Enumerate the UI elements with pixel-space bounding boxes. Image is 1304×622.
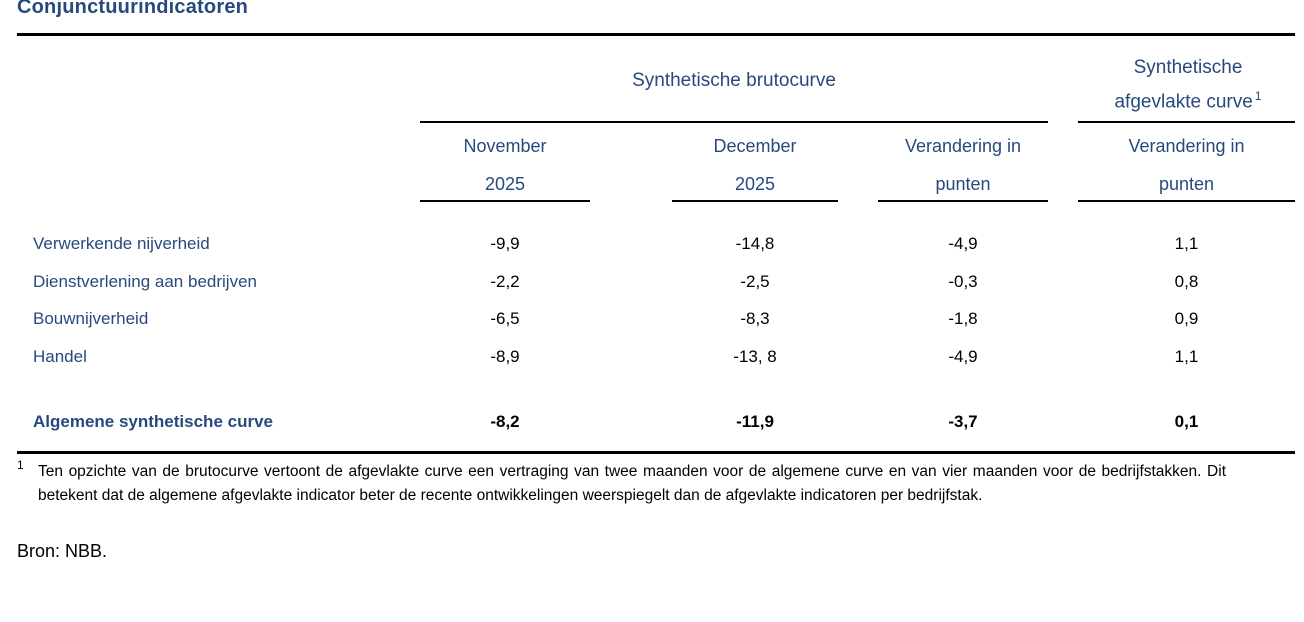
- cell-value: -2,2: [490, 272, 520, 291]
- column-header-line: November: [463, 136, 547, 156]
- cell-value: -6,5: [490, 309, 520, 328]
- table-row: Bouwnijverheid -6,5 -8,3 -1,8 0,9: [0, 309, 1304, 331]
- row-label: Verwerkende nijverheid: [33, 234, 210, 253]
- total-cell-value: -11,9: [736, 412, 774, 431]
- cell-value: -2,5: [740, 272, 770, 291]
- column-header-verandering-bruto: Verandering in punten: [878, 127, 1048, 203]
- table-row: Handel -8,9 -13, 8 -4,9 1,1: [0, 347, 1304, 369]
- column-header-line: 2025: [484, 174, 526, 194]
- brutocurve-group-rule: [420, 121, 1048, 123]
- cell-value: -8,3: [740, 309, 770, 328]
- table-row: Verwerkende nijverheid -9,9 -14,8 -4,9 1…: [0, 234, 1304, 256]
- cell-value: 0,9: [1174, 309, 1199, 328]
- group-header-afgevlakte-label: Synthetische afgevlakte curve: [1114, 57, 1253, 113]
- afgevlakte-group-rule: [1078, 121, 1295, 123]
- table-bottom-rule: [17, 451, 1295, 454]
- cell-value: -9,9: [490, 234, 520, 253]
- footnote-text: Ten opzichte van de brutocurve vertoont …: [38, 463, 1226, 504]
- row-label: Handel: [33, 347, 87, 366]
- verandering-afgevlakt-column-rule: [1078, 200, 1295, 202]
- page-title: Conjunctuurindicatoren: [17, 0, 249, 18]
- total-row-label: Algemene synthetische curve: [33, 412, 273, 431]
- column-header-line: punten: [1158, 174, 1215, 194]
- row-label: Bouwnijverheid: [33, 309, 149, 328]
- footnote-marker: 1: [17, 458, 24, 472]
- cell-value: 1,1: [1174, 234, 1199, 253]
- cell-value: -0,3: [948, 272, 978, 291]
- group-header-afgevlakte-curve: Synthetische afgevlakte curve 1: [1102, 54, 1274, 116]
- november-column-rule: [420, 200, 590, 202]
- column-header-line: Verandering in: [904, 136, 1022, 156]
- column-header-december-2025: December 2025: [672, 127, 838, 203]
- cell-value: -1,8: [948, 309, 978, 328]
- december-column-rule: [672, 200, 838, 202]
- cell-value: -14,8: [735, 234, 775, 253]
- total-cell-value: -8,2: [490, 412, 520, 431]
- verandering-bruto-column-rule: [878, 200, 1048, 202]
- table-row: Dienstverlening aan bedrijven -2,2 -2,5 …: [0, 272, 1304, 294]
- cell-value: -13, 8: [733, 347, 777, 366]
- column-header-verandering-afgevlakt: Verandering in punten: [1078, 127, 1295, 203]
- cell-value: 1,1: [1174, 347, 1199, 366]
- cell-value: -4,9: [948, 347, 978, 366]
- title-divider-rule: [17, 33, 1295, 36]
- source-attribution: Bron: NBB.: [17, 541, 108, 561]
- table-total-row: Algemene synthetische curve -8,2 -11,9 -…: [0, 412, 1304, 434]
- row-label: Dienstverlening aan bedrijven: [33, 272, 257, 291]
- cell-value: 0,8: [1174, 272, 1199, 291]
- total-cell-value: -3,7: [948, 412, 978, 431]
- column-header-november-2025: November 2025: [420, 127, 590, 203]
- group-header-brutocurve: Synthetische brutocurve: [632, 70, 836, 91]
- column-header-line: December: [713, 136, 797, 156]
- column-header-line: punten: [935, 174, 991, 194]
- total-cell-value: 0,1: [1174, 412, 1199, 431]
- column-header-line: 2025: [734, 174, 776, 194]
- footnote-reference-superscript: 1: [1254, 89, 1262, 103]
- cell-value: -4,9: [948, 234, 978, 253]
- cell-value: -8,9: [490, 347, 520, 366]
- column-header-line: Verandering in: [1128, 136, 1245, 156]
